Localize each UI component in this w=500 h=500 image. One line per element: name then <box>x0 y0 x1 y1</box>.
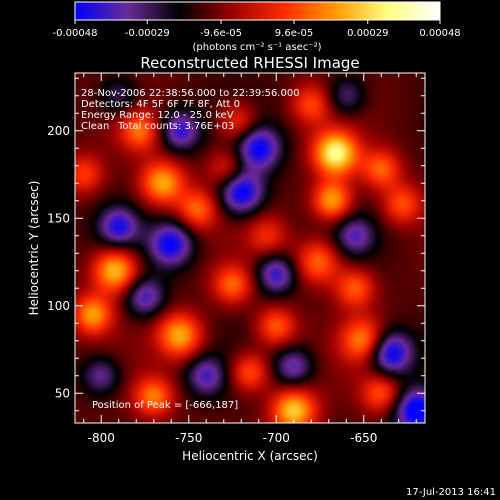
chart-title: Reconstructed RHESSI Image <box>140 54 359 72</box>
y-tick-label: 200 <box>47 124 70 138</box>
colorbar-tick-label: 0.00029 <box>347 28 388 39</box>
plot-frame <box>74 72 426 424</box>
x-tick-label: -700 <box>263 431 290 445</box>
annotation-time: 28-Nov-2006 22:38:56.000 to 22:39:56.000 <box>81 88 300 99</box>
colorbar-ticks: -0.00048 -0.00029 -9.6e-05 9.6e-05 0.00029 0.… <box>53 20 461 39</box>
annotation-energy: Energy Range: 12.0 - 25.0 keV <box>81 110 234 121</box>
annotation-peak: Position of Peak = [-666,187] <box>92 400 238 411</box>
colorbar-tick-label: -9.6e-05 <box>200 28 242 39</box>
colorbar-label: (photons cm⁻² s⁻¹ asec⁻²) <box>192 42 321 53</box>
colorbar-bar <box>74 1 441 21</box>
x-tick-label: -650 <box>350 431 377 445</box>
heatmap-image <box>75 73 425 423</box>
y-tick-label: 150 <box>47 211 70 225</box>
y-tick-label: 50 <box>55 386 70 400</box>
annotation-detectors: Detectors: 4F 5F 6F 7F 8F, Att 0 <box>81 99 240 110</box>
y-tick-label: 100 <box>47 299 70 313</box>
colorbar-tick-label: -0.00048 <box>53 28 98 39</box>
x-tick-label: -750 <box>175 431 202 445</box>
colorbar: -0.00048 -0.00029 -9.6e-05 9.6e-05 0.00029 0.… <box>53 1 461 53</box>
annotation-algorithm: Clean <box>81 121 109 132</box>
x-axis-label: Heliocentric X (arcsec) <box>182 449 318 463</box>
heatmap <box>75 73 425 423</box>
annotations: 28-Nov-2006 22:38:56.000 to 22:39:56.000… <box>81 88 300 411</box>
x-tick-label: -800 <box>88 431 115 445</box>
axis-ticks: -800 -750 -700 -650 50 100 150 200 <box>47 73 425 445</box>
y-axis-label: Heliocentric Y (arcsec) <box>27 181 41 316</box>
colorbar-tick-label: 0.00048 <box>419 28 460 39</box>
annotation-counts: Total counts: 3.76E+03 <box>117 121 234 132</box>
footer-date: 17-Jul-2013 16:41 <box>406 487 496 498</box>
colorbar-tick-label: 9.6e-05 <box>275 28 313 39</box>
colorbar-tick-label: -0.00029 <box>125 28 170 39</box>
